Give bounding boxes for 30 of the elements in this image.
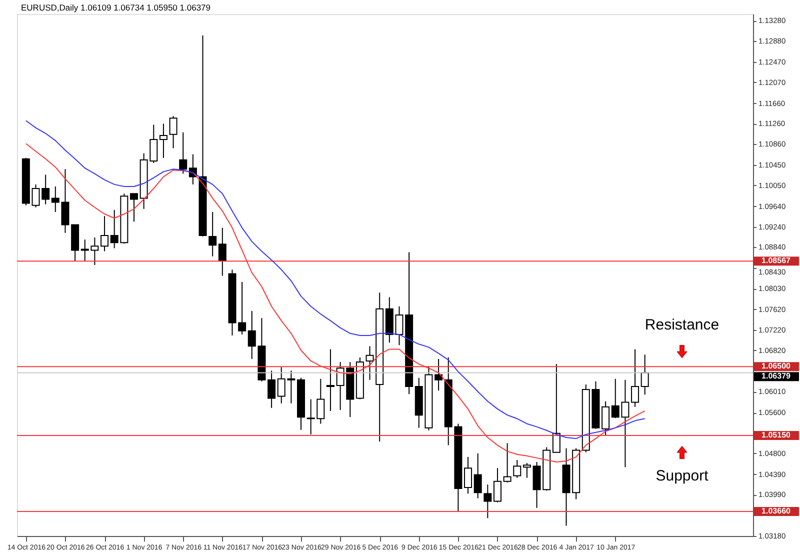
candlestick [522,462,531,478]
ref-line-label: 1.05150 [762,430,792,440]
candlestick [169,116,178,149]
candlestick [474,452,482,499]
candlestick [503,442,512,483]
candlestick [434,358,443,392]
candlestick [238,281,246,335]
candlestick [208,211,217,257]
annotation: Support [656,467,710,484]
candlestick [159,123,168,158]
candlestick [513,459,522,478]
candlestick [640,354,649,396]
ref-line-label: 1.06500 [762,362,792,371]
candlestick [484,484,492,519]
candlestick [179,132,188,174]
candlestick [602,400,610,436]
candlestick [326,348,334,412]
candlestick [268,370,276,408]
candlestick [552,364,560,453]
candlestick [464,456,472,494]
ref-line-label: 1.06379 [762,372,792,381]
candlestick [130,193,138,222]
candlestick [100,216,109,252]
candlestick [631,348,640,408]
annotation: Resistance [644,316,720,334]
candlestick [493,468,502,503]
ref-line-label: 1.03660 [762,506,792,516]
chart-title: EURUSD,Daily 1.06109 1.06734 1.05950 1.06379 [21,2,211,12]
ref-line-label: 1.08567 [762,256,792,266]
candlestick [218,227,226,276]
